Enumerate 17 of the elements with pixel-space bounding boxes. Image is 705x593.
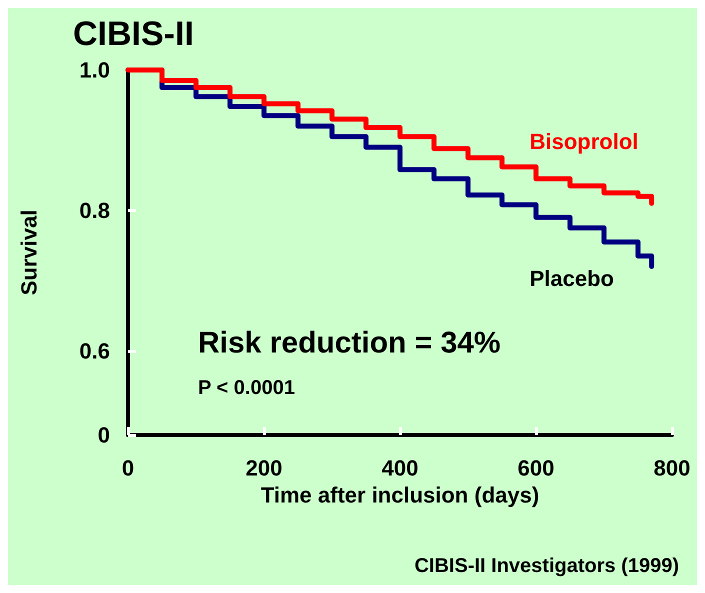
x-tick-label: 200 xyxy=(246,456,282,480)
x-tick-label: 0 xyxy=(122,456,134,480)
y-tick-label: 0.6 xyxy=(79,338,110,364)
x-axis-title: Time after inclusion (days) xyxy=(260,482,540,508)
x-tick-label: 600 xyxy=(518,456,554,480)
y-tick-label: 0 xyxy=(98,422,110,448)
x-tick-label: 400 xyxy=(382,456,418,480)
y-axis-title: Survival xyxy=(16,210,42,296)
text: CIBIS-II Investigators (1999) xyxy=(414,555,680,577)
annotation: P < 0.0001 xyxy=(198,377,295,399)
x-tick-label: 800 xyxy=(654,456,690,480)
chart-title: CIBIS-II xyxy=(73,15,194,53)
annotation: Risk reduction = 34% xyxy=(198,326,501,360)
y-tick-label: 0.8 xyxy=(79,198,110,223)
series-label: Bisoprolol xyxy=(530,128,638,154)
y-tick-label: 1.0 xyxy=(79,58,110,82)
series-label: Placebo xyxy=(530,266,614,292)
